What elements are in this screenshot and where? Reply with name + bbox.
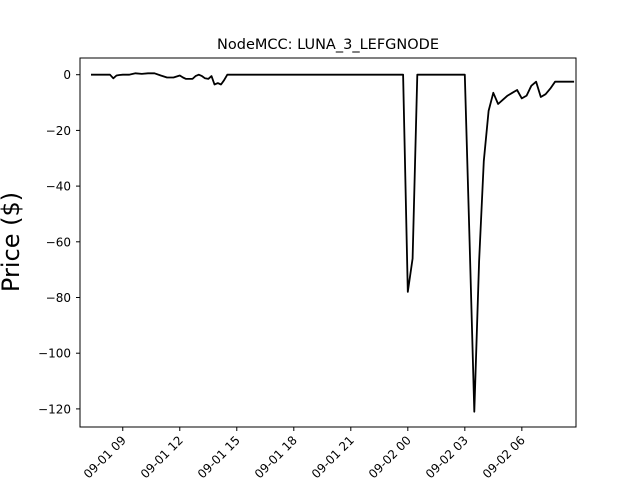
y-tick-label: 0 — [63, 68, 71, 82]
y-tick-label: −120 — [38, 402, 71, 416]
plot-area — [91, 72, 575, 413]
plot-frame — [79, 57, 577, 428]
y-tick-label: −60 — [46, 235, 71, 249]
y-tick-label: −20 — [46, 124, 71, 138]
series-line — [91, 72, 575, 413]
y-tick-label: −40 — [46, 180, 71, 194]
y-tick-label: −100 — [38, 347, 71, 361]
chart-title: NodeMCC: LUNA_3_LEFGNODE — [217, 37, 439, 53]
y-axis: 0 −20 −40 −60 −80 −100 −120 — [38, 68, 80, 416]
y-tick-label: −80 — [46, 291, 71, 305]
y-axis-label: Price ($) — [0, 192, 25, 292]
